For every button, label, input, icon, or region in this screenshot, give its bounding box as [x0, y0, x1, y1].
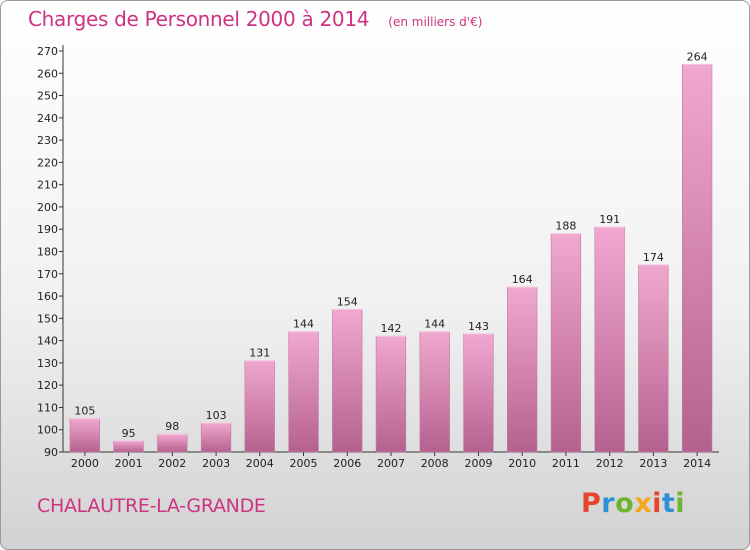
- bar-2011: [550, 233, 582, 453]
- y-tick-label: 110: [37, 401, 58, 414]
- x-tick-label-2008: 2008: [421, 457, 449, 470]
- x-tick-label-2006: 2006: [333, 457, 361, 470]
- y-tick-label: 250: [37, 90, 58, 103]
- y-tick-label: 120: [37, 379, 58, 392]
- chart-unit-note: (en milliers d'€): [388, 15, 483, 29]
- data-labels: 105 95 98 103 131 144 154 142 144 143 164 188 191 174…: [74, 50, 708, 440]
- y-tick-label: 230: [37, 134, 58, 147]
- data-label-2011: 188: [555, 220, 576, 233]
- data-label-2010: 164: [512, 273, 533, 286]
- x-tick-label-2000: 2000: [71, 457, 99, 470]
- x-axis: 2000 2001 2002 2003 2004 2005 2006 2007 2008 2009…: [63, 451, 719, 470]
- data-label-2002: 98: [165, 420, 179, 433]
- logo-letter: i: [652, 488, 662, 519]
- bar-2009: [463, 333, 494, 453]
- data-label-2012: 191: [599, 213, 620, 226]
- logo-letter: x: [634, 488, 653, 519]
- logo-letter: r: [601, 488, 616, 519]
- x-tick-label-2003: 2003: [202, 457, 230, 470]
- y-tick-label: 260: [37, 67, 58, 80]
- x-tick-label-2001: 2001: [115, 457, 143, 470]
- x-tick-label-2004: 2004: [246, 457, 274, 470]
- y-tick-label: 220: [37, 156, 58, 169]
- y-tick-label: 200: [37, 201, 58, 214]
- y-tick-label: 210: [37, 179, 58, 192]
- y-tick-label: 90: [44, 446, 58, 459]
- y-tick-label: 270: [37, 45, 58, 58]
- proxiti-logo: Proxiti: [581, 488, 685, 519]
- x-tick-label-2011: 2011: [552, 457, 580, 470]
- bar-2008: [419, 331, 450, 453]
- data-label-2009: 143: [468, 320, 489, 333]
- data-label-2013: 174: [643, 251, 664, 264]
- y-tick-label: 190: [37, 223, 58, 236]
- bar-2003: [200, 422, 232, 453]
- bar-2005: [288, 331, 319, 453]
- bar-2000: [69, 418, 101, 453]
- logo-letter: o: [615, 488, 635, 519]
- y-tick-label: 130: [37, 357, 58, 370]
- x-tick-label-2013: 2013: [639, 457, 667, 470]
- data-label-2008: 144: [424, 318, 445, 331]
- x-tick-label-2012: 2012: [596, 457, 624, 470]
- data-label-2014: 264: [687, 50, 708, 63]
- y-axis: 90 100 110 120 130 140 150 160 170 180 190 200 210 22…: [37, 45, 64, 459]
- logo-letter: P: [581, 488, 602, 519]
- data-label-2001: 95: [122, 427, 136, 440]
- x-tick-label-2009: 2009: [465, 457, 493, 470]
- bar-2004: [244, 360, 275, 453]
- bar-2013: [638, 264, 669, 453]
- logo-letter: t: [661, 488, 676, 519]
- data-label-2007: 142: [381, 322, 402, 335]
- chart-title: Charges de Personnel 2000 à 2014: [28, 7, 370, 31]
- x-tick-label-2002: 2002: [158, 457, 186, 470]
- data-label-2000: 105: [74, 405, 95, 418]
- y-tick-label: 180: [37, 246, 58, 259]
- x-tick-label-2010: 2010: [508, 457, 536, 470]
- data-label-2006: 154: [337, 295, 358, 308]
- y-tick-label: 170: [37, 268, 58, 281]
- bar-2007: [375, 335, 407, 453]
- commune-name: CHALAUTRE-LA-GRANDE: [37, 495, 266, 517]
- y-tick-label: 240: [37, 112, 58, 125]
- bar-2012: [594, 226, 625, 453]
- data-label-2003: 103: [206, 409, 227, 422]
- x-tick-label-2007: 2007: [377, 457, 405, 470]
- y-tick-label: 100: [37, 424, 58, 437]
- bar-2014: [681, 64, 713, 453]
- chart-header: Charges de Personnel 2000 à 2014 (en mil…: [28, 7, 482, 31]
- bars: [69, 63, 713, 453]
- bar-2001: [113, 440, 144, 453]
- y-tick-label: 140: [37, 335, 58, 348]
- logo-letter: i: [675, 488, 686, 519]
- x-tick-label-2014: 2014: [683, 457, 711, 470]
- bar-2006: [332, 309, 363, 453]
- y-tick-label: 150: [37, 312, 58, 325]
- y-tick-label: 160: [37, 290, 58, 303]
- bar-2002: [157, 433, 188, 453]
- data-label-2004: 131: [249, 347, 270, 360]
- x-tick-label-2005: 2005: [290, 457, 318, 470]
- bar-2010: [506, 286, 538, 453]
- data-label-2005: 144: [293, 318, 314, 331]
